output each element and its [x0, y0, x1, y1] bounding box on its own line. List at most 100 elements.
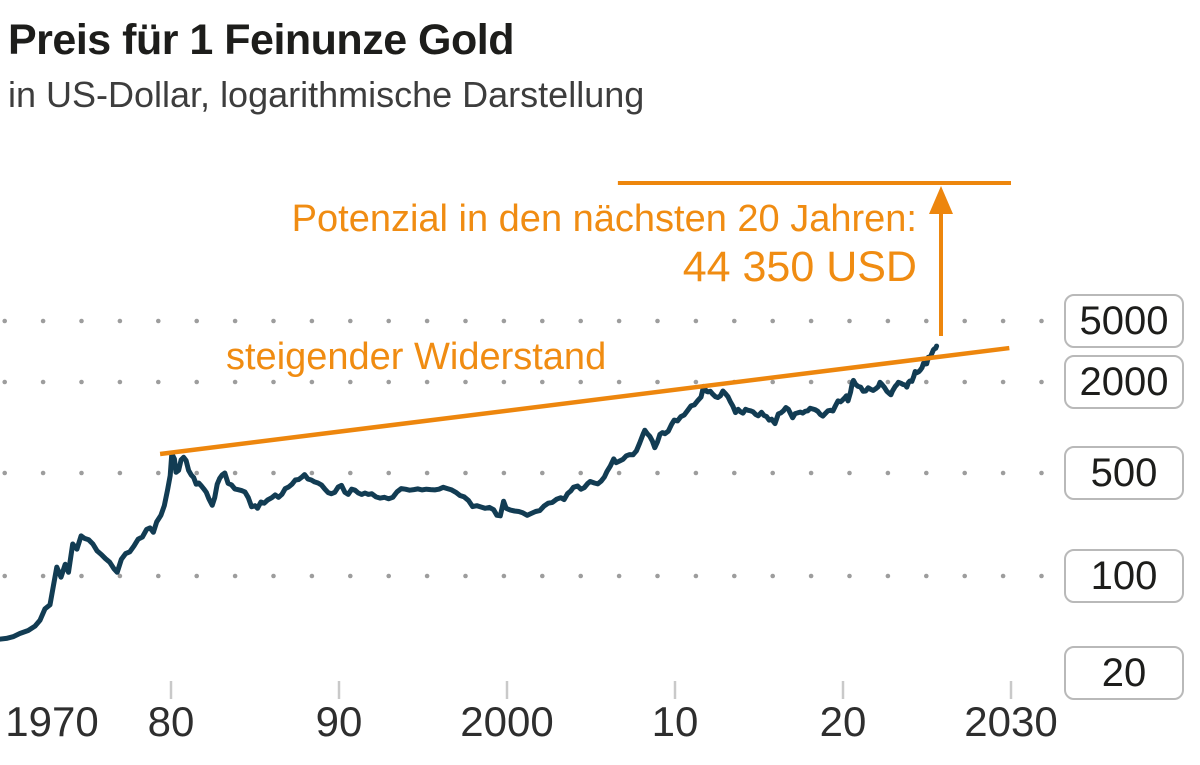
grid-dot: [885, 470, 891, 476]
grid-dot: [1000, 379, 1006, 385]
grid-dot: [540, 318, 545, 324]
grid-dot: [40, 573, 46, 579]
grid-dot: [424, 379, 430, 385]
x-axis-label-90: 90: [315, 698, 363, 745]
grid-dot: [655, 379, 660, 385]
grid-dot: [156, 379, 161, 385]
y-axis-label-5000: 5000: [1064, 294, 1184, 348]
gold-price-line: [0, 343, 940, 642]
x-axis-label-80: 80: [147, 698, 195, 745]
grid-dot: [271, 318, 276, 324]
grid-dot: [309, 379, 315, 385]
grid-dot: [770, 470, 775, 476]
grid-dot: [79, 573, 84, 579]
grid-dot: [79, 379, 84, 385]
grid-dot: [578, 573, 583, 579]
grid-dot: [117, 318, 123, 324]
grid-dot: [194, 379, 199, 385]
grid-dot: [693, 470, 699, 476]
grid-dot: [79, 318, 84, 324]
grid-dot: [885, 318, 891, 324]
grid-dot: [770, 318, 775, 324]
grid-dot: [117, 379, 123, 385]
grid-dot: [424, 318, 430, 324]
grid-dot: [578, 470, 583, 476]
grid-dot: [2, 379, 8, 385]
x-axis-label-20: 20: [819, 698, 867, 745]
grid-dot: [616, 470, 622, 476]
grid-dot: [1039, 379, 1044, 385]
grid-dot: [386, 318, 392, 324]
grid-dot: [463, 470, 468, 476]
y-axis-label-100: 100: [1064, 549, 1184, 603]
x-axis-label-10: 10: [651, 698, 699, 745]
grid-dot: [847, 318, 852, 324]
grid-dot: [194, 470, 199, 476]
grid-dot: [463, 379, 468, 385]
grid-dot: [271, 379, 276, 385]
grid-dot: [1000, 470, 1006, 476]
grid-dot: [924, 318, 929, 324]
grid-dot: [2, 470, 8, 476]
grid-dot: [117, 470, 123, 476]
grid-dot: [386, 379, 392, 385]
grid-dot: [232, 379, 238, 385]
resistance-label: steigender Widerstand: [226, 336, 607, 378]
grid-dot: [386, 573, 392, 579]
grid-dot: [40, 379, 46, 385]
grid-dot: [424, 470, 430, 476]
grid-dot: [693, 573, 699, 579]
grid-dot: [1000, 318, 1006, 324]
grid-dot: [40, 470, 46, 476]
dotted-gridlines: [2, 318, 1044, 579]
grid-dot: [501, 379, 507, 385]
grid-dot: [847, 470, 852, 476]
y-axis-label-2000: 2000: [1064, 355, 1184, 409]
grid-dot: [770, 573, 775, 579]
grid-dot: [1039, 470, 1044, 476]
grid-dot: [885, 573, 891, 579]
x-axis-label-2000: 2000: [460, 698, 554, 745]
grid-dot: [79, 470, 84, 476]
grid-dot: [578, 379, 583, 385]
grid-dot: [309, 318, 315, 324]
grid-dot: [156, 470, 161, 476]
grid-dot: [808, 318, 814, 324]
grid-dot: [156, 318, 161, 324]
grid-dot: [616, 379, 622, 385]
grid-dot: [962, 379, 967, 385]
grid-dot: [117, 573, 123, 579]
grid-dot: [348, 379, 353, 385]
grid-dot: [348, 318, 353, 324]
grid-dot: [1039, 573, 1044, 579]
grid-dot: [732, 573, 737, 579]
grid-dot: [463, 573, 468, 579]
potential-arrow-icon: [929, 186, 953, 336]
grid-dot: [40, 318, 46, 324]
grid-dot: [885, 379, 891, 385]
grid-dot: [2, 573, 8, 579]
grid-dot: [540, 573, 545, 579]
y-axis-label-500: 500: [1064, 446, 1184, 500]
grid-dot: [463, 318, 468, 324]
grid-dot: [616, 573, 622, 579]
grid-dot: [348, 573, 353, 579]
x-axis-label-1970: 1970: [5, 698, 99, 745]
grid-dot: [924, 470, 929, 476]
grid-dot: [693, 318, 699, 324]
grid-dot: [386, 470, 392, 476]
grid-dot: [732, 470, 737, 476]
grid-dot: [616, 318, 622, 324]
grid-dot: [924, 573, 929, 579]
grid-dot: [309, 573, 315, 579]
grid-dot: [1039, 318, 1044, 324]
grid-dot: [962, 318, 967, 324]
grid-dot: [578, 318, 583, 324]
potential-annotation: Potenzial in den nächsten 20 Jahren: 44 …: [292, 197, 917, 293]
grid-dot: [348, 470, 353, 476]
potential-annotation-text: Potenzial in den nächsten 20 Jahren:: [291, 198, 917, 240]
grid-dot: [232, 573, 238, 579]
grid-dot: [924, 379, 929, 385]
grid-dot: [770, 379, 775, 385]
